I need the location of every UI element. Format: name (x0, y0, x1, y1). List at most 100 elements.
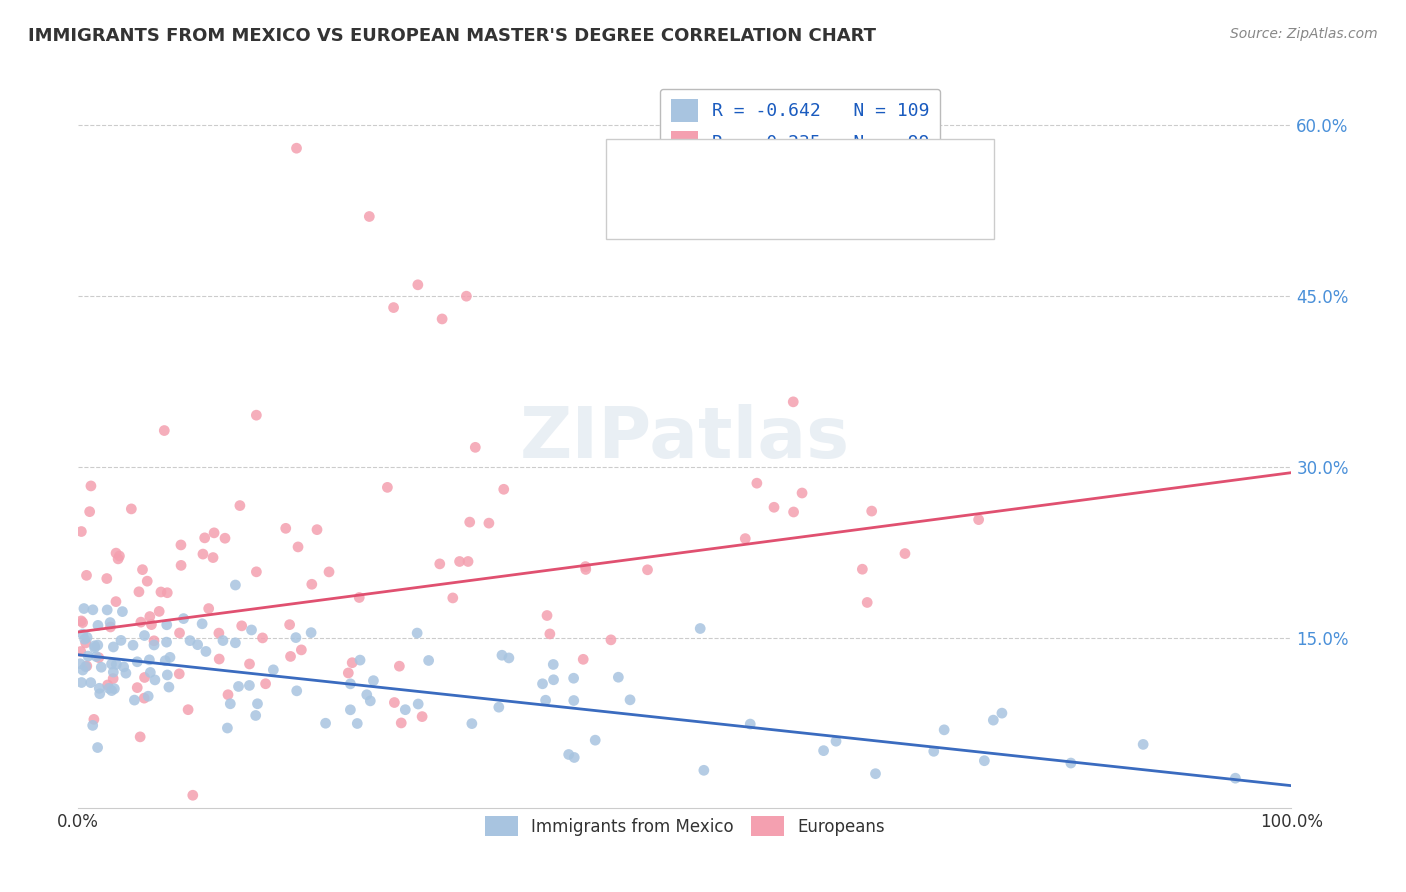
Point (224, 636, 246, 650)
Point (143, 638, 166, 652)
Point (285, 683, 308, 698)
Text: IMMIGRANTS FROM MEXICO VS EUROPEAN MASTER'S DEGREE CORRELATION CHART: IMMIGRANTS FROM MEXICO VS EUROPEAN MASTE… (28, 27, 876, 45)
Point (488, 700, 510, 714)
Point (349, 591, 371, 605)
Point (148, 604, 170, 618)
Point (543, 657, 565, 672)
Point (245, 565, 267, 579)
Point (228, 680, 250, 694)
Point (562, 693, 585, 707)
Point (156, 585, 179, 599)
Point (143, 673, 166, 687)
Point (531, 677, 554, 691)
Point (131, 563, 153, 577)
Point (411, 709, 433, 723)
Point (637, 563, 659, 577)
Point (86, 740, 108, 755)
Point (70, 614, 93, 628)
Point (562, 750, 585, 764)
Point (83, 640, 105, 655)
Point (191, 547, 214, 561)
Point (128, 584, 150, 599)
Point (79, 505, 101, 519)
Point (562, 671, 585, 685)
Point (252, 631, 274, 645)
Point (1060, 756, 1083, 770)
Point (973, 754, 995, 768)
Point (202, 550, 225, 565)
Point (170, 558, 193, 573)
Point (87, 638, 110, 652)
Point (136, 690, 159, 704)
Point (574, 559, 596, 574)
Point (572, 652, 595, 666)
Point (143, 633, 166, 648)
Point (491, 648, 513, 663)
Point (406, 626, 429, 640)
Point (363, 673, 385, 688)
Point (100, 620, 122, 634)
Point (219, 697, 242, 711)
Point (177, 703, 200, 717)
Point (70, 524, 93, 539)
Point (127, 681, 149, 695)
Point (75, 636, 97, 650)
Point (340, 656, 363, 670)
Point (458, 515, 481, 529)
Point (127, 655, 149, 669)
Point (104, 594, 127, 608)
Point (557, 747, 579, 762)
Point (214, 531, 236, 545)
Point (865, 766, 887, 780)
Point (159, 650, 181, 665)
Point (208, 626, 231, 640)
Point (498, 651, 520, 665)
Point (111, 605, 134, 619)
Point (981, 713, 1004, 727)
Point (359, 210, 381, 224)
Point (346, 716, 368, 731)
Point (224, 578, 246, 592)
Point (169, 626, 191, 640)
Point (72, 615, 94, 630)
Point (217, 721, 239, 735)
Point (763, 500, 786, 515)
Point (75, 659, 97, 673)
Point (69, 657, 91, 671)
Point (456, 289, 478, 303)
Point (851, 562, 873, 576)
Point (217, 688, 239, 702)
Point (429, 557, 451, 571)
Point (382, 696, 405, 710)
Point (156, 668, 179, 682)
Point (441, 591, 464, 605)
Point (103, 681, 125, 696)
Point (478, 516, 501, 530)
Point (96, 572, 118, 586)
Point (194, 644, 217, 658)
Point (377, 480, 399, 494)
Point (318, 565, 340, 579)
Point (73, 632, 96, 647)
Point (69, 644, 91, 658)
Point (464, 440, 486, 454)
Point (619, 693, 641, 707)
Point (745, 476, 768, 491)
Point (136, 574, 159, 589)
Point (89, 687, 111, 701)
Point (105, 546, 128, 560)
Point (315, 716, 337, 731)
Point (382, 301, 405, 315)
Point (197, 601, 219, 615)
Point (339, 703, 361, 717)
Point (607, 670, 630, 684)
Point (129, 615, 152, 629)
Point (191, 616, 214, 631)
Point (967, 513, 990, 527)
Point (461, 716, 484, 731)
Point (229, 499, 252, 513)
Point (105, 657, 128, 672)
Point (155, 654, 177, 668)
Point (337, 665, 360, 680)
Point (543, 673, 565, 687)
